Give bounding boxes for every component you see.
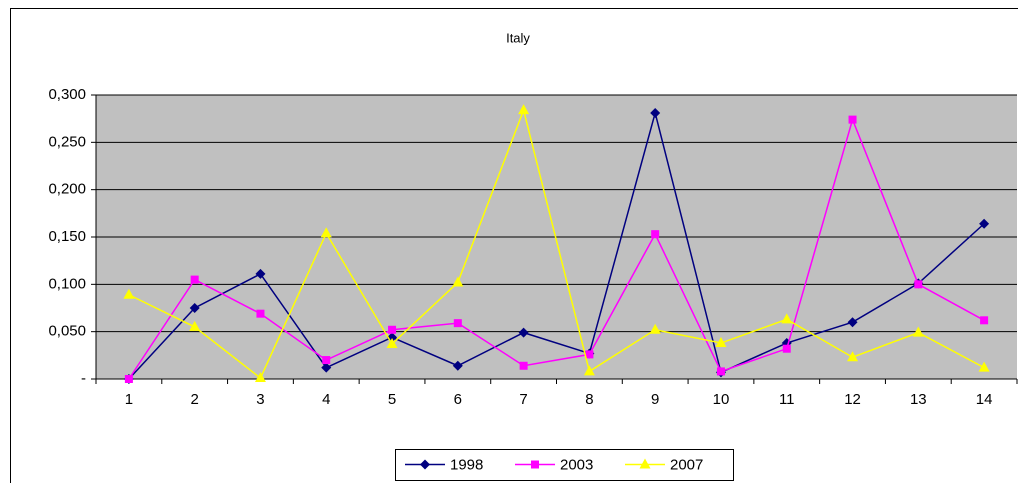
x-tick-label: 2 <box>191 391 199 408</box>
point-marker <box>452 360 463 371</box>
point-marker <box>518 327 529 338</box>
y-tick-label: 0,250 <box>48 133 86 150</box>
point-marker <box>649 323 661 334</box>
point-marker <box>912 326 924 337</box>
series-line <box>128 117 985 380</box>
x-tick-label: 5 <box>388 391 396 408</box>
point-marker <box>848 115 857 124</box>
point-marker <box>190 275 199 284</box>
x-tick-label: 7 <box>519 391 527 408</box>
chart-title: Italy <box>506 30 530 45</box>
series-line <box>128 107 985 380</box>
point-marker <box>847 351 859 362</box>
point-marker <box>781 313 793 324</box>
legend-marker <box>420 459 430 470</box>
y-tick-label: 0,050 <box>48 323 86 340</box>
point-marker <box>189 303 200 313</box>
point-marker <box>978 361 990 372</box>
legend-label: 2007 <box>670 456 703 473</box>
y-tick-label: - <box>81 370 86 387</box>
point-marker <box>453 319 462 328</box>
point-marker <box>322 356 331 365</box>
x-tick-label: 9 <box>651 391 659 408</box>
y-tick-label: 0,300 <box>48 86 86 103</box>
point-marker <box>124 375 133 383</box>
point-marker <box>321 362 332 373</box>
point-marker <box>650 107 661 118</box>
point-marker <box>847 317 858 328</box>
x-tick-label: 3 <box>256 391 264 408</box>
point-marker <box>386 337 398 348</box>
x-tick-label: 4 <box>322 391 330 408</box>
point-marker <box>320 227 332 238</box>
x-tick-label: 11 <box>779 391 795 408</box>
x-tick-label: 12 <box>844 391 861 408</box>
point-marker <box>255 268 266 279</box>
point-marker <box>583 365 595 376</box>
series-line <box>128 110 985 380</box>
point-marker <box>254 372 266 383</box>
point-marker <box>715 337 727 348</box>
point-marker <box>452 276 464 287</box>
point-marker <box>980 316 989 325</box>
point-marker <box>651 230 660 239</box>
x-tick-label: 10 <box>713 391 730 408</box>
y-tick-label: 0,100 <box>48 275 86 292</box>
x-tick-label: 6 <box>454 391 462 408</box>
point-marker <box>256 309 265 318</box>
point-marker <box>189 320 201 331</box>
y-tick-label: 0,150 <box>48 228 86 245</box>
point-marker <box>585 350 594 359</box>
legend-label: 2003 <box>560 456 593 473</box>
point-marker <box>782 344 791 353</box>
y-tick-label: 0,200 <box>48 181 86 198</box>
point-marker <box>914 280 923 289</box>
x-tick-label: 8 <box>585 391 593 408</box>
x-tick-label: 1 <box>125 391 133 408</box>
legend-marker <box>531 460 539 469</box>
point-marker <box>388 325 397 334</box>
legend-marker <box>639 458 651 469</box>
point-marker <box>123 288 135 299</box>
point-marker <box>979 218 990 229</box>
x-tick-label: 14 <box>976 391 993 408</box>
point-marker <box>716 367 725 376</box>
legend-label: 1998 <box>450 456 483 473</box>
point-marker <box>519 361 528 370</box>
x-tick-label: 13 <box>910 391 927 408</box>
legend-box <box>395 449 734 481</box>
point-marker <box>518 104 530 115</box>
